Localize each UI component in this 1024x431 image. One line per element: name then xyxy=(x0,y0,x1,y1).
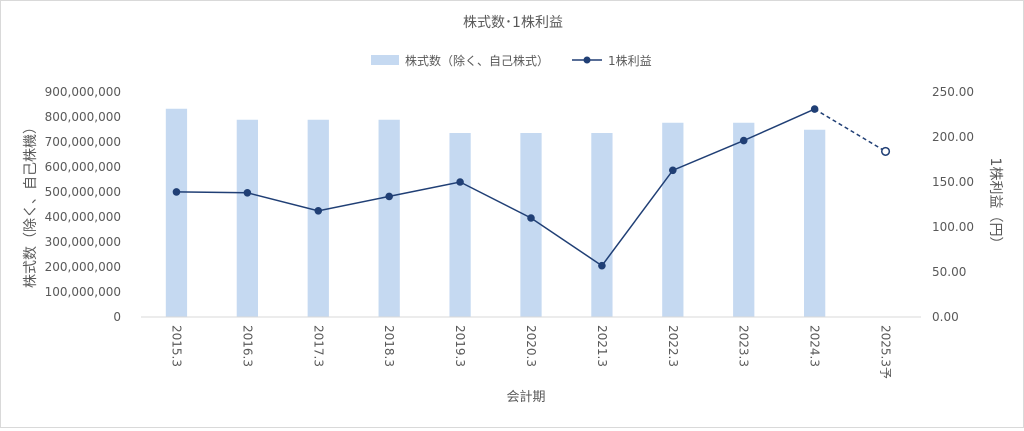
y2-tick-label: 250.00 xyxy=(932,85,974,99)
bar xyxy=(804,129,826,317)
x-tick-label: 2019.3 xyxy=(453,325,467,367)
y-tick-label: 500,000,000 xyxy=(45,185,121,199)
x-tick-label: 2020.3 xyxy=(524,325,538,367)
y2-tick-label: 200.00 xyxy=(932,130,974,144)
x-axis-label: 会計期 xyxy=(506,389,545,405)
eps-point xyxy=(172,188,181,196)
y-tick-label: 400,000,000 xyxy=(45,210,121,224)
eps-point xyxy=(243,189,252,197)
eps-point xyxy=(669,166,677,175)
bar xyxy=(520,133,542,317)
eps-point xyxy=(810,105,819,113)
legend-bar-label: 株式数（除く、自己株式） xyxy=(405,53,549,68)
bar xyxy=(236,119,258,317)
y-tick-label: 200,000,000 xyxy=(45,260,121,274)
y-tick-label: 900,000,000 xyxy=(45,85,121,99)
y2-tick-label: 0.00 xyxy=(932,310,959,324)
y-tick-label: 100,000,000 xyxy=(45,285,121,299)
y-tick-label: 700,000,000 xyxy=(45,135,121,149)
bar xyxy=(307,119,329,317)
eps-point xyxy=(314,207,323,215)
legend-line-label: 1株利益 xyxy=(608,53,652,68)
legend-bar-swatch xyxy=(371,55,399,65)
bar-series xyxy=(165,108,826,317)
x-tick-label: 2025.3予 xyxy=(879,325,893,379)
line-series xyxy=(172,105,891,270)
bar xyxy=(733,122,755,317)
x-tick-label: 2015.3 xyxy=(169,325,183,367)
x-tick-label: 2024.3 xyxy=(808,325,822,367)
y2-axis-label: 1株利益（円） xyxy=(987,158,1003,251)
x-tick-label: 2018.3 xyxy=(382,325,396,367)
bar xyxy=(165,108,188,317)
x-tick-label: 2017.3 xyxy=(311,325,325,367)
legend-line-marker xyxy=(583,56,591,64)
y2-tick-label: 50.00 xyxy=(932,265,966,279)
x-tick-label: 2021.3 xyxy=(595,325,609,367)
left-axis: 0 100,000,000 200,000,000 300,000,000 400,00… xyxy=(45,85,121,324)
y-tick-label: 800,000,000 xyxy=(45,110,121,124)
bar xyxy=(449,133,471,317)
x-tick-label: 2022.3 xyxy=(666,325,680,367)
bar xyxy=(662,122,684,317)
eps-point xyxy=(527,214,535,222)
y2-tick-label: 150.00 xyxy=(932,175,974,189)
chart-title: 株式数･1株利益 xyxy=(463,15,563,31)
legend: 株式数（除く、自己株式） 1株利益 xyxy=(371,53,652,68)
y-tick-label: 300,000,000 xyxy=(45,235,121,249)
y-tick-label: 0 xyxy=(113,310,121,324)
eps-forecast-point xyxy=(880,146,891,156)
y-tick-label: 600,000,000 xyxy=(45,160,121,174)
x-tick-label: 2016.3 xyxy=(240,325,254,367)
bar xyxy=(591,133,613,317)
x-tick-label: 2023.3 xyxy=(737,325,751,367)
eps-point xyxy=(739,136,748,145)
x-axis: 2015.3 2016.3 2017.3 2018.3 2019.3 2020.3 2021… xyxy=(169,325,892,379)
y2-tick-label: 100.00 xyxy=(932,220,974,234)
eps-line xyxy=(176,108,815,267)
bar xyxy=(378,119,400,317)
y-axis-label: 株式数（除く、自己株機） xyxy=(23,120,39,288)
right-axis: 0.00 50.00 100.00 150.00 200.00 250.00 xyxy=(932,85,974,324)
eps-point xyxy=(456,178,464,186)
eps-point xyxy=(598,261,606,270)
eps-point xyxy=(385,192,393,201)
